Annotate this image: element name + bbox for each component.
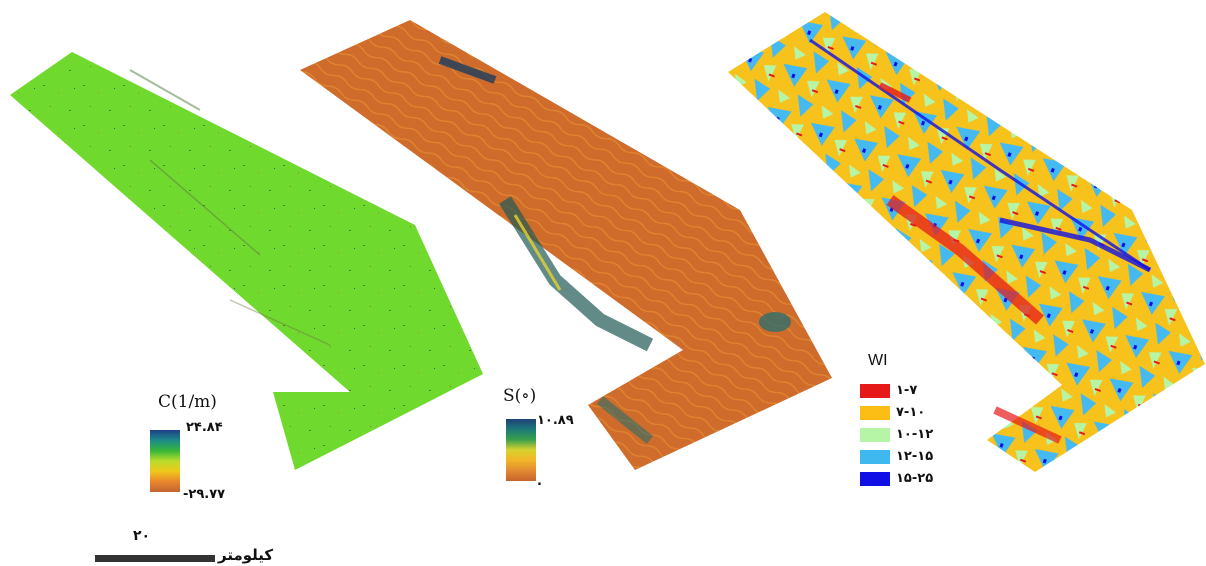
curvature-legend-title: C(1/m) [158,392,217,412]
wi-class-swatch [860,384,890,398]
wetness-index-map [728,12,1205,472]
slope-color-ramp [506,419,536,481]
scale-bar [95,555,215,562]
slope-min-label: . [537,474,542,489]
scale-value: ۲۰ [133,528,151,544]
wi-class-label: ۱-۷ [896,383,918,398]
wi-class-swatch [860,472,890,486]
scale-unit-label: کیلومتر [218,546,274,564]
wi-class-swatch [860,450,890,464]
slope-legend-title: S(∘) [503,386,537,406]
wi-class-swatch [860,406,890,420]
wi-class-label: ۱۰-۱۲ [896,427,934,442]
wi-legend-title: WI [868,352,888,369]
slope-map [300,20,832,470]
wi-class-label: ۱۲-۱۵ [896,449,934,464]
wi-class-label: ۱۵-۲۵ [896,471,934,486]
curvature-color-ramp [150,430,180,492]
wi-class-label: ۷-۱۰ [896,405,926,420]
curvature-map [10,52,483,470]
curvature-max-label: ۲۴.۸۴ [186,420,223,435]
curvature-min-label: -۲۹.۷۷ [183,487,226,502]
slope-max-label: ۱۰.۸۹ [537,413,574,428]
wi-class-swatch [860,428,890,442]
